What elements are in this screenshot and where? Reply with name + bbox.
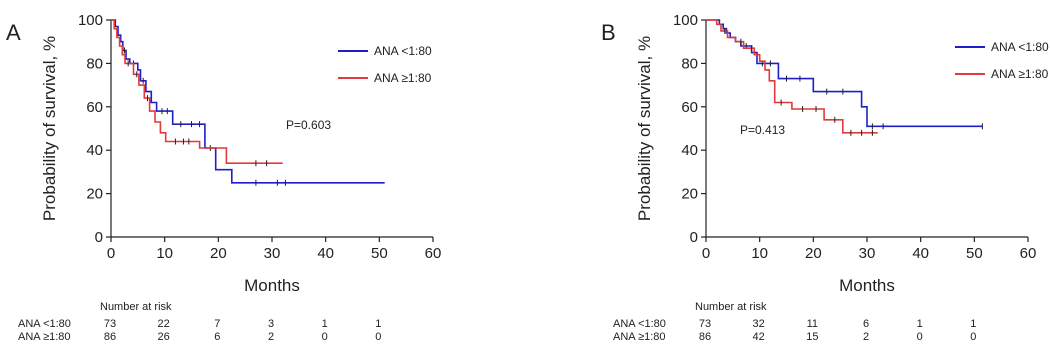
x-tick-label: 0 [107,245,115,262]
risk-count: 1 [375,318,381,330]
risk-count: 1 [322,318,328,330]
p-value-annotation: P=0.603 [286,118,331,132]
risk-count: 0 [322,331,328,343]
y-tick-label: 60 [681,99,698,116]
risk-count: 6 [214,331,220,343]
risk-count: 86 [699,331,711,343]
series-line-1 [706,19,878,134]
risk-row-label: ANA <1:80 [18,318,71,330]
risk-count: 0 [917,331,923,343]
x-axis-title: Months [244,276,300,295]
y-axis-title: Probability of survival, % [40,36,59,221]
risk-count: 22 [158,318,170,330]
risk-count: 0 [375,331,381,343]
x-tick-label: 50 [371,245,388,262]
legend-label-0: ANA <1:80 [374,44,432,58]
y-tick-label: 80 [86,55,103,72]
y-tick-label: 100 [78,12,103,29]
risk-count: 0 [970,331,976,343]
x-tick-label: 40 [317,245,334,262]
y-tick-label: 20 [681,186,698,203]
risk-count: 86 [104,331,116,343]
risk-count: 7 [214,318,220,330]
risk-count: 2 [863,331,869,343]
x-tick-label: 30 [264,245,281,262]
y-tick-label: 40 [681,142,698,159]
risk-count: 32 [753,318,765,330]
x-tick-label: 20 [805,245,822,262]
risk-count: 42 [753,331,765,343]
x-tick-label: 20 [210,245,227,262]
risk-row-label: ANA ≥1:80 [18,331,71,343]
risk-count: 11 [807,318,818,330]
x-tick-label: 10 [156,245,173,262]
x-tick-label: 30 [859,245,876,262]
risk-count: 1 [917,318,923,330]
x-tick-label: 60 [425,245,442,262]
y-tick-label: 40 [86,142,103,159]
series-line-1 [111,19,283,164]
y-tick-label: 60 [86,99,103,116]
risk-count: 73 [699,318,711,330]
risk-table-header: Number at risk [695,301,767,313]
risk-count: 73 [104,318,116,330]
risk-count: 2 [268,331,274,343]
risk-row-label: ANA ≥1:80 [613,331,666,343]
x-tick-label: 60 [1020,245,1037,262]
panel-label: B [601,20,616,45]
risk-count: 1 [970,318,976,330]
panel-label: A [6,20,21,45]
legend-label-0: ANA <1:80 [991,40,1049,54]
risk-count: 26 [158,331,170,343]
x-tick-label: 40 [912,245,929,262]
y-tick-label: 80 [681,55,698,72]
risk-count: 6 [863,318,869,330]
y-tick-label: 0 [95,229,103,246]
legend-label-1: ANA ≥1:80 [991,67,1049,81]
x-tick-label: 10 [751,245,768,262]
y-axis-title: Probability of survival, % [635,36,654,221]
risk-table-header: Number at risk [100,301,172,313]
legend-label-1: ANA ≥1:80 [374,71,432,85]
series-line-0 [111,19,385,184]
y-tick-label: 100 [673,12,698,29]
y-tick-label: 0 [690,229,698,246]
risk-row-label: ANA <1:80 [613,318,666,330]
p-value-annotation: P=0.413 [740,123,785,137]
risk-count: 3 [268,318,274,330]
y-tick-label: 20 [86,186,103,203]
x-axis-title: Months [839,276,895,295]
x-tick-label: 50 [966,245,983,262]
risk-count: 15 [806,331,818,343]
x-tick-label: 0 [702,245,710,262]
series-line-0 [706,19,983,128]
